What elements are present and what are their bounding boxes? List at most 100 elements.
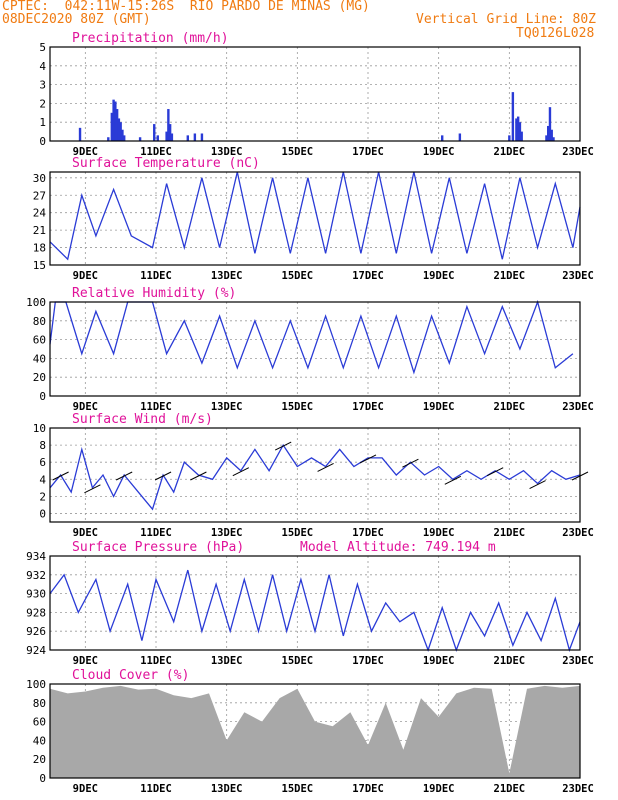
x-tick-label: 13DEC [211,146,243,158]
precip-bar [547,125,550,141]
x-tick-label: 23DEC [562,527,594,539]
precip-bar [170,133,174,141]
x-tick-label: 11DEC [140,527,172,539]
x-tick-label: 11DEC [140,783,172,795]
x-tick-label: 17DEC [352,527,384,539]
precip-bar [441,135,444,141]
y-tick-label: 100 [26,296,46,309]
x-tick-label: 17DEC [352,401,384,413]
panel-frame [49,301,581,397]
precip-bar [123,135,126,141]
y-tick-label: 20 [33,753,46,766]
x-tick-label: 17DEC [352,783,384,795]
wind-arrow [402,458,419,468]
wind-arrow [529,480,546,489]
y-tick-label: 8 [39,439,46,452]
precip-bar [119,122,122,141]
x-tick-label: 11DEC [140,401,172,413]
y-tick-label: 6 [39,456,46,469]
y-tick-label: 27 [33,189,46,202]
y-tick-label: 926 [26,625,46,638]
series-line [49,569,581,653]
precip-bar [112,99,115,141]
wind-arrow [317,463,334,472]
x-tick-label: 11DEC [140,146,172,158]
y-tick-label: 934 [26,550,46,563]
y-tick-label: 2 [39,490,46,503]
wind-arrow [190,471,207,481]
precip-bar [110,112,114,141]
x-tick-label: 19DEC [423,270,455,282]
wind-arrow [444,475,462,485]
y-tick-label: 0 [39,135,46,148]
panel-frame [49,46,581,142]
wind-arrow [232,467,250,477]
x-tick-label: 9DEC [73,527,98,539]
y-tick-label: 3 [39,79,46,92]
y-tick-label: 20 [33,371,46,384]
precip-bar [458,133,462,141]
y-tick-label: 30 [33,172,46,185]
y-tick-label: 60 [33,716,46,729]
x-tick-label: 17DEC [352,146,384,158]
x-tick-label: 15DEC [282,655,314,667]
x-tick-label: 15DEC [282,783,314,795]
y-tick-label: 40 [33,352,46,365]
y-tick-label: 0 [39,772,46,785]
wind-arrow [84,484,101,494]
precip-bar [545,135,548,141]
precip-bar [552,137,555,141]
x-tick-label: 19DEC [423,401,455,413]
x-tick-label: 11DEC [140,270,172,282]
x-tick-label: 17DEC [352,270,384,282]
y-tick-label: 80 [33,315,46,328]
x-tick-label: 19DEC [423,146,455,158]
precip-bar [115,109,119,141]
y-tick-label: 0 [39,507,46,520]
precip-bar [167,109,170,141]
y-tick-label: 2 [39,97,46,110]
wind-arrow [274,441,292,451]
y-tick-label: 10 [33,422,46,435]
y-tick-label: 932 [26,569,46,582]
panel-title: Cloud Cover (%) [72,668,189,683]
panel-title: Surface Temperature (nC) [72,156,260,171]
x-tick-label: 21DEC [494,783,526,795]
series-line [49,443,581,511]
wind-arrow [52,471,69,481]
y-tick-label: 15 [33,259,46,272]
x-tick-label: 21DEC [494,146,526,158]
x-tick-label: 9DEC [73,655,98,667]
x-tick-label: 23DEC [562,655,594,667]
panel-title: Surface Pressure (hPa) [72,540,244,555]
precip-bar [515,118,518,141]
x-tick-label: 13DEC [211,270,243,282]
x-tick-label: 9DEC [73,270,98,282]
x-tick-label: 19DEC [423,655,455,667]
x-tick-label: 21DEC [494,655,526,667]
x-tick-label: 19DEC [423,527,455,539]
precip-bar [156,135,159,141]
x-tick-label: 23DEC [562,783,594,795]
x-tick-label: 15DEC [282,527,314,539]
y-tick-label: 18 [33,242,46,255]
precip-bar [548,107,552,141]
y-tick-label: 930 [26,588,46,601]
precip-bar [508,135,511,141]
x-tick-label: 15DEC [282,270,314,282]
x-tick-label: 23DEC [562,146,594,158]
y-tick-label: 21 [33,224,46,237]
x-tick-label: 9DEC [73,146,98,158]
y-tick-label: 0 [39,390,46,403]
precip-bar [193,133,197,141]
x-tick-label: 13DEC [211,655,243,667]
x-tick-label: 23DEC [562,270,594,282]
panel-frame [49,171,581,266]
panel-frame [49,427,581,523]
x-tick-label: 23DEC [562,401,594,413]
cloud-cover-area [50,685,580,778]
series-line [49,171,581,261]
x-tick-label: 11DEC [140,655,172,667]
panel-frame [49,683,581,779]
